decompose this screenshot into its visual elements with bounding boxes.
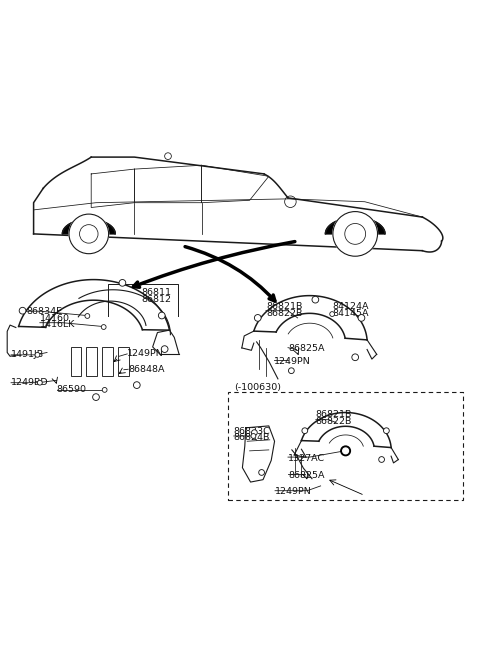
Polygon shape — [62, 219, 115, 234]
Circle shape — [102, 388, 107, 392]
Text: 86812: 86812 — [142, 295, 172, 304]
Bar — [71, 346, 81, 375]
Text: 86824B: 86824B — [234, 434, 270, 442]
Circle shape — [285, 196, 296, 208]
Text: 14160: 14160 — [40, 314, 70, 323]
Text: 86825A: 86825A — [288, 471, 324, 480]
Circle shape — [119, 280, 126, 286]
Text: 1491JB: 1491JB — [11, 350, 44, 360]
Text: 1327AC: 1327AC — [288, 453, 325, 462]
Circle shape — [259, 470, 264, 476]
Circle shape — [352, 354, 359, 361]
Circle shape — [93, 394, 99, 400]
Circle shape — [343, 448, 348, 454]
Text: 86825A: 86825A — [288, 344, 324, 353]
Circle shape — [312, 296, 319, 303]
Text: 86823C: 86823C — [234, 427, 271, 436]
Circle shape — [165, 153, 171, 160]
Text: 86811: 86811 — [142, 288, 172, 297]
Circle shape — [358, 314, 365, 321]
Text: 86848A: 86848A — [128, 365, 165, 374]
Bar — [102, 346, 113, 375]
Circle shape — [80, 225, 98, 243]
Bar — [86, 346, 97, 375]
Circle shape — [69, 214, 108, 253]
Circle shape — [158, 312, 165, 319]
Circle shape — [101, 325, 106, 329]
Text: 86822B: 86822B — [316, 417, 352, 426]
Text: 1249PN: 1249PN — [274, 356, 311, 365]
Circle shape — [345, 223, 366, 244]
Circle shape — [341, 446, 350, 456]
Text: 86834E: 86834E — [26, 307, 62, 316]
Text: 86821B: 86821B — [266, 303, 303, 311]
Text: 86822B: 86822B — [266, 309, 303, 318]
Text: 1249PN: 1249PN — [127, 349, 164, 358]
Text: 86821B: 86821B — [316, 411, 352, 419]
Text: (-100630): (-100630) — [234, 383, 281, 392]
Circle shape — [252, 430, 257, 436]
Circle shape — [85, 314, 90, 318]
Circle shape — [384, 428, 389, 434]
Circle shape — [161, 346, 168, 352]
Circle shape — [254, 314, 261, 321]
Circle shape — [330, 312, 335, 316]
Circle shape — [379, 457, 384, 462]
Circle shape — [251, 434, 256, 438]
Circle shape — [302, 428, 308, 434]
Bar — [228, 392, 463, 500]
Circle shape — [35, 352, 40, 357]
Circle shape — [288, 368, 294, 373]
Text: 1249PN: 1249PN — [275, 487, 312, 496]
Text: 1249BD: 1249BD — [11, 378, 48, 387]
Circle shape — [133, 382, 140, 388]
Bar — [118, 346, 129, 375]
Text: 84124A: 84124A — [333, 303, 369, 311]
Circle shape — [37, 381, 42, 385]
Circle shape — [19, 307, 26, 314]
Text: 1416LK: 1416LK — [40, 320, 75, 329]
Circle shape — [333, 212, 377, 256]
Polygon shape — [325, 217, 385, 234]
Text: 86590: 86590 — [57, 385, 86, 394]
Text: 84145A: 84145A — [333, 309, 369, 318]
